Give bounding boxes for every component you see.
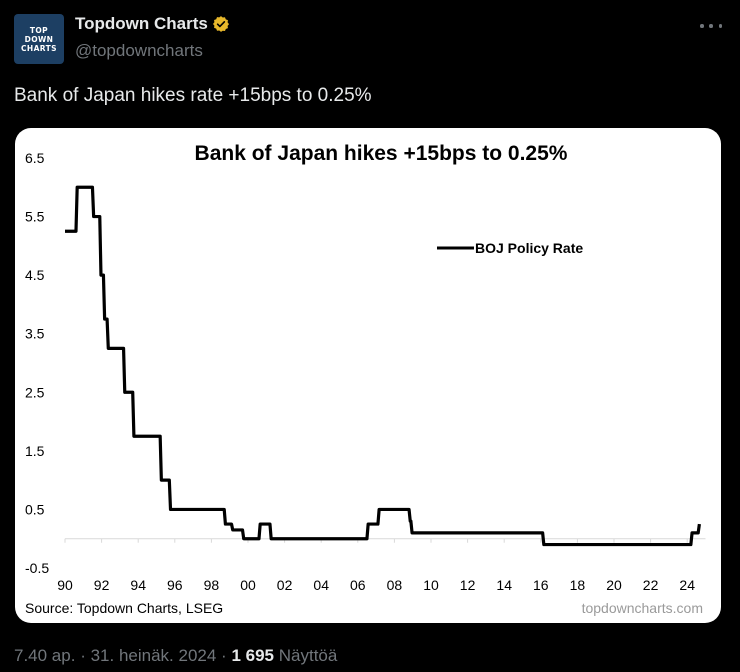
views-count: 1 695	[231, 646, 274, 665]
x-tick-label: 24	[679, 577, 695, 593]
x-tick-label: 02	[277, 577, 293, 593]
chart-watermark: topdowncharts.com	[582, 600, 703, 616]
x-tick-label: 16	[533, 577, 549, 593]
x-tick-label: 96	[167, 577, 183, 593]
x-tick-label: 06	[350, 577, 366, 593]
tweet-meta: 7.40 ap. · 31. heinäk. 2024 · 1 695 Näyt…	[14, 646, 337, 666]
x-tick-label: 92	[94, 577, 110, 593]
y-tick-label: 1.5	[25, 443, 45, 459]
y-tick-label: 2.5	[25, 384, 45, 400]
y-tick-label: 6.5	[25, 150, 45, 166]
y-tick-label: 3.5	[25, 326, 45, 342]
x-tick-label: 94	[130, 577, 146, 593]
x-tick-label: 18	[570, 577, 586, 593]
author-handle[interactable]: @topdowncharts	[75, 41, 203, 60]
more-horizontal-icon	[709, 24, 713, 28]
verified-badge-icon	[212, 16, 229, 32]
x-tick-label: 10	[423, 577, 439, 593]
x-tick-label: 14	[496, 577, 512, 593]
chart-image[interactable]: Bank of Japan hikes +15bps to 0.25% 6.5 5…	[15, 128, 721, 623]
views-label: Näyttöä	[278, 646, 338, 665]
more-options-button[interactable]	[700, 18, 722, 34]
x-tick-label: 08	[387, 577, 403, 593]
series-line-boj-policy-rate	[65, 185, 701, 547]
x-tick-label: 90	[57, 577, 73, 593]
chart: Bank of Japan hikes +15bps to 0.25% 6.5 5…	[25, 142, 706, 616]
legend-label: BOJ Policy Rate	[475, 240, 583, 256]
y-tick-label: 4.5	[25, 267, 45, 283]
chart-title: Bank of Japan hikes +15bps to 0.25%	[195, 142, 568, 165]
more-horizontal-icon	[700, 24, 704, 28]
separator: ·	[221, 646, 227, 665]
tweet-date[interactable]: 31. heinäk. 2024	[90, 646, 217, 665]
x-tick-label: 98	[204, 577, 220, 593]
x-tick-label: 22	[643, 577, 659, 593]
x-tick-label: 04	[313, 577, 329, 593]
chart-source: Source: Topdown Charts, LSEG	[25, 600, 223, 616]
avatar-line: TOP	[29, 25, 49, 35]
tweet-text: Bank of Japan hikes rate +15bps to 0.25%	[14, 85, 372, 106]
avatar-line: DOWN	[24, 34, 54, 44]
y-tick-label: 5.5	[25, 209, 45, 225]
separator: ·	[80, 646, 86, 665]
x-tick-label: 00	[240, 577, 256, 593]
x-tick-label: 12	[460, 577, 476, 593]
y-tick-label: -0.5	[25, 560, 49, 576]
avatar[interactable]: TOP DOWN CHARTS	[14, 14, 64, 64]
x-tick-label: 20	[606, 577, 622, 593]
tweet-time[interactable]: 7.40 ap.	[14, 646, 76, 665]
more-horizontal-icon	[718, 24, 722, 28]
author-name-row: Topdown Charts	[75, 14, 230, 34]
avatar-line: CHARTS	[21, 43, 57, 53]
y-tick-label: 0.5	[25, 501, 45, 517]
display-name[interactable]: Topdown Charts	[75, 14, 208, 33]
